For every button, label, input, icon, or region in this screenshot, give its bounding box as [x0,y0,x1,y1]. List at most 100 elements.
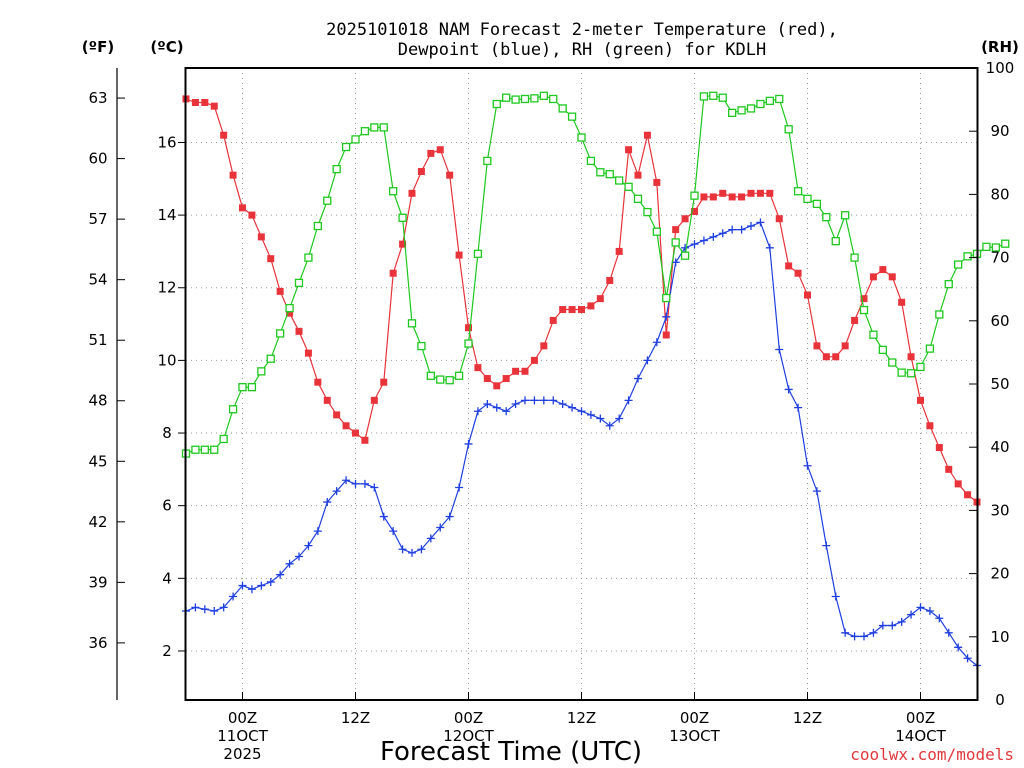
dewpoint-point [295,552,303,561]
dewpoint-point [765,243,774,252]
2-meter-temperature-point [521,367,529,375]
rh-point [445,376,454,385]
dewpoint-point [690,240,699,249]
rh-point [520,94,530,104]
rh-point [549,94,558,104]
rh-tick-label: 10 [990,628,1009,646]
dewpoint-point [944,628,953,637]
2-meter-temperature-point [869,273,877,281]
rh-point [304,253,313,262]
2-meter-temperature-point [389,269,397,277]
x-tick-time-label: 00Z [906,709,935,727]
rh-point [567,112,577,121]
dewpoint-point [445,512,454,521]
2-meter-temperature-point [917,396,924,404]
2-meter-temperature-point [860,295,868,303]
dewpoint-point [238,581,247,590]
dewpoint-point [925,607,934,616]
2-meter-temperature-point [606,276,614,284]
rh-point [586,156,596,166]
dewpoint-point [916,603,925,612]
2-meter-temperature-point [408,189,416,197]
2-meter-temperature-point [775,215,783,223]
2-meter-temperature-point [399,240,407,248]
dewpoint-point [521,396,529,405]
dewpoint-point [963,654,972,663]
dewpoint-point [615,414,624,423]
2-meter-temperature-point [257,233,265,241]
dewpoint-point [624,396,633,405]
2-meter-temperature-point [926,422,934,430]
2-meter-temperature-point [549,316,557,324]
2-meter-temperature-point [314,378,322,386]
dewpoint-point [888,621,897,630]
rh-tick-label: 70 [990,249,1009,267]
rh-point [633,194,643,203]
series-layer [181,91,1010,670]
rh-tick-label: 60 [990,312,1009,330]
2-meter-temperature-point [304,349,312,357]
chart-title-line2: Dewpoint (blue), RH (green) for KDLH [398,40,766,60]
x-tick-date-label: 12OCT [443,727,494,745]
2-meter-temperature-point [813,342,821,350]
rh-point [906,369,916,378]
2-meter-temperature-point [766,189,774,197]
fahrenheit-tick-label: 48 [88,392,107,410]
fahrenheit-unit-label: (ºF) [82,38,114,56]
dewpoint-point [643,356,652,365]
dewpoint-point [558,399,567,408]
rh-point [709,91,718,100]
2-meter-temperature-point [540,342,548,350]
2-meter-temperature-point [643,131,651,139]
rh-point [426,371,435,380]
rh-point [398,213,407,222]
rh-point [803,194,812,203]
2-meter-temperature-point [342,422,350,430]
rh-point [728,108,737,118]
celsius-tick-label: 14 [157,206,176,224]
2-meter-temperature-point [559,306,567,314]
dewpoint-point [831,592,840,601]
2-meter-temperature-point [785,262,793,270]
rh-point [746,104,756,113]
dewpoint-point [794,403,803,412]
watermark-text: coolwx.com/models [850,745,1014,764]
grid-lines [186,68,977,700]
x-tick-date-label: 13OCT [669,727,720,745]
x-tick-time-label: 00Z [680,709,709,727]
dewpoint-point [728,225,737,234]
rh-series [181,91,1010,458]
fahrenheit-tick-label: 57 [88,210,107,228]
dewpoint-point [342,476,351,485]
2-meter-temperature-point [747,189,755,197]
rh-point [944,279,953,289]
rh-point [897,368,906,377]
rh-point [464,339,473,348]
dewpoint-point [351,479,360,488]
celsius-tick-label: 2 [162,642,172,660]
2-meter-temperature-point [512,367,520,375]
dewpoint-point [389,527,398,536]
2-meter-temperature-point [578,306,585,314]
2-meter-temperature-point [756,189,764,197]
rh-point [483,156,492,166]
2-meter-temperature-line [185,98,978,503]
rh-point [238,383,247,392]
2-meter-temperature-point [417,168,425,176]
rh-point [379,123,388,132]
dewpoint-point [332,487,341,496]
rh-point [539,91,548,100]
dewpoint-point [210,607,219,616]
dewpoint-point [257,581,266,590]
dewpoint-point [266,577,275,586]
rh-point [473,249,483,258]
dewpoint-point [822,541,831,550]
dewpoint-point [935,614,944,623]
2-meter-temperature-point [841,342,849,350]
rh-point [888,358,897,367]
rh-point [699,92,709,101]
rh-point [191,445,200,454]
rh-point [756,99,765,109]
rh-point [690,191,699,200]
